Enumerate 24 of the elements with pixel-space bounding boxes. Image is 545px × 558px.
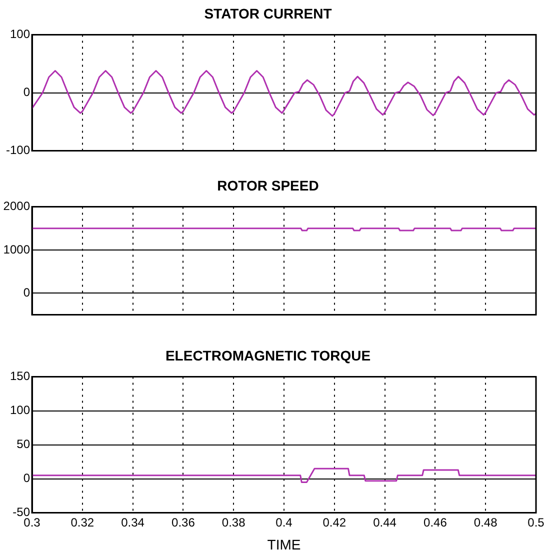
y-tick-label: 0 <box>23 85 30 100</box>
chart-title: STATOR CURRENT <box>204 5 332 22</box>
y-tick-label: 2000 <box>3 199 30 214</box>
x-tick-label: 0.34 <box>121 515 145 530</box>
x-tick-label: 0.5 <box>528 515 545 530</box>
x-tick-label: 0.48 <box>474 515 498 530</box>
y-tick-label: 0 <box>23 471 30 486</box>
x-tick-label: 0.32 <box>70 515 94 530</box>
y-tick-label: 150 <box>10 369 30 384</box>
y-tick-label: -100 <box>6 143 30 158</box>
x-tick-label: 0.4 <box>276 515 293 530</box>
x-tick-label: 0.44 <box>373 515 397 530</box>
y-tick-label: 50 <box>16 437 30 452</box>
x-tick-label: 0.42 <box>322 515 346 530</box>
y-tick-label: 100 <box>10 403 30 418</box>
x-axis-title: TIME <box>267 536 301 552</box>
x-tick-label: 0.46 <box>424 515 448 530</box>
x-tick-label: 0.38 <box>222 515 246 530</box>
chart-title: ROTOR SPEED <box>217 177 319 194</box>
y-tick-label: 100 <box>10 27 30 42</box>
chart-title: ELECTROMAGNETIC TORQUE <box>165 347 371 364</box>
y-tick-label: 0 <box>23 286 30 300</box>
y-tick-label: 1000 <box>3 242 30 256</box>
x-tick-label: 0.36 <box>172 515 196 530</box>
